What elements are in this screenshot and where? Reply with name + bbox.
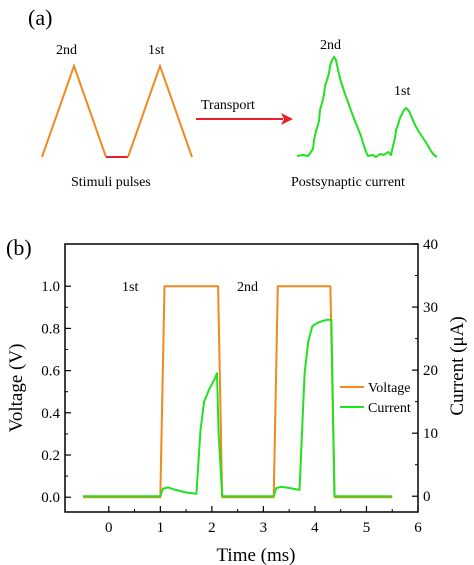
plot-frame — [64, 243, 419, 513]
y-tick-label-right: 10 — [423, 426, 438, 442]
pulse-label-2nd: 2nd — [237, 280, 258, 295]
current-label-1st: 1st — [394, 84, 410, 99]
y-tick-label-left: 1.0 — [41, 279, 60, 295]
x-tick-label: 4 — [311, 520, 319, 536]
legend: Voltage Current — [340, 381, 411, 416]
y-tick-label-right: 0 — [423, 489, 431, 505]
panel-b-plot: 0 1 2 3 4 5 6 0.0 0.2 0.4 0.6 0.8 1.0 0 10 20 30 40 — [41, 237, 438, 536]
x-tick-label: 3 — [260, 520, 268, 536]
series-line-voltage — [83, 285, 393, 499]
y-tick-label-right: 20 — [423, 363, 438, 379]
y-tick-label-left: 0.6 — [41, 364, 60, 380]
panel-b-label: (b) — [6, 235, 32, 260]
x-tick-label: 2 — [208, 520, 216, 536]
postsynaptic-current-trace — [296, 56, 438, 158]
y-axis-title-right: Current (μA) — [447, 316, 468, 415]
stimulus-label-2nd: 2nd — [56, 43, 77, 58]
legend-label-voltage: Voltage — [368, 381, 411, 396]
current-label-2nd: 2nd — [320, 38, 341, 53]
y-tick-label-left: 0.2 — [41, 448, 60, 464]
y-tick-label-left: 0.8 — [41, 321, 60, 337]
stimulus-pulse-1st — [127, 62, 193, 158]
transport-label: Transport — [201, 98, 255, 113]
y-axis-title-left: Voltage (V) — [6, 344, 27, 433]
x-tick-label: 6 — [414, 520, 422, 536]
stimulus-label-1st: 1st — [148, 43, 164, 58]
series-line-current — [83, 318, 393, 498]
x-tick-label: 0 — [105, 520, 113, 536]
transport-arrow-head — [281, 113, 293, 125]
legend-label-current: Current — [368, 401, 411, 416]
x-tick-label: 1 — [157, 520, 165, 536]
x-axis-title: Time (ms) — [216, 545, 295, 565]
y-tick-label-left: 0.0 — [41, 490, 60, 506]
y-tick-label-right: 40 — [423, 237, 438, 253]
postsynaptic-current-label: Postsynaptic current — [291, 175, 405, 190]
stimuli-pulses-label: Stimuli pulses — [71, 175, 151, 190]
y-tick-label-left: 0.4 — [41, 406, 60, 422]
pulse-label-1st: 1st — [122, 280, 138, 295]
stimulus-pulse-2nd — [41, 62, 107, 158]
y-tick-label-right: 30 — [423, 300, 438, 316]
x-tick-label: 5 — [363, 520, 371, 536]
panel-a-label: (a) — [28, 5, 52, 30]
